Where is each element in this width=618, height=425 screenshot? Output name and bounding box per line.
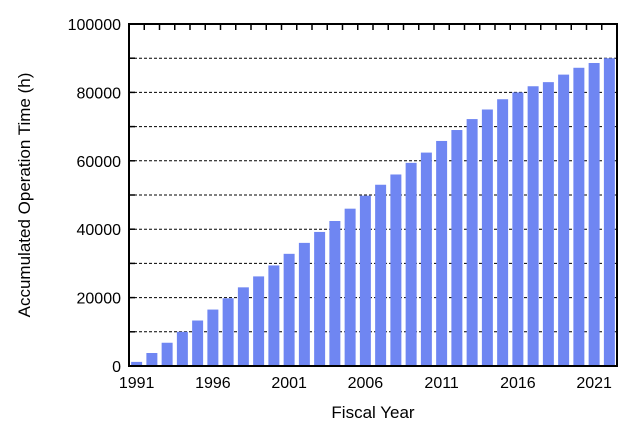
bar-2022	[603, 58, 615, 366]
bar-2002	[298, 242, 310, 366]
bar-1996	[207, 309, 219, 366]
bar-2001	[283, 253, 295, 366]
bar-1992	[146, 353, 158, 366]
x-tick-label: 1991	[119, 375, 155, 392]
bars	[131, 58, 615, 367]
x-axis-title: Fiscal Year	[331, 403, 414, 422]
y-tick-label: 80000	[77, 85, 122, 102]
bar-2005	[344, 208, 356, 366]
bar-2021	[588, 62, 600, 366]
y-tick-label: 40000	[77, 222, 122, 239]
bar-2018	[542, 82, 554, 366]
bar-2007	[375, 184, 387, 366]
bar-1999	[253, 276, 265, 366]
bar-1995	[192, 320, 204, 366]
y-tick-label: 100000	[68, 17, 121, 34]
x-tick-labels: 1991 1996 2001 2006 2011 2016 2021	[119, 375, 612, 392]
y-tick-label: 60000	[77, 154, 122, 171]
bar-2004	[329, 220, 341, 366]
y-tick-label: 0	[112, 359, 121, 376]
y-tick-label: 20000	[77, 291, 122, 308]
plot-frame	[128, 23, 618, 367]
bar-2017	[527, 86, 539, 366]
bar-1993	[161, 342, 173, 366]
bar-2020	[573, 67, 585, 366]
bar-2016	[512, 92, 524, 367]
bar-2000	[268, 265, 280, 366]
bar-2010	[420, 152, 432, 366]
bar-1991	[131, 361, 143, 366]
x-tick-label: 2011	[424, 375, 459, 392]
bar-1998	[237, 287, 249, 366]
bar-2011	[436, 140, 448, 366]
x-tick-label: 2001	[271, 375, 307, 392]
y-axis-title: Accumulated Operation Time (h)	[15, 73, 34, 318]
bar-2009	[405, 162, 417, 366]
bar-2019	[558, 74, 570, 366]
bar-2003	[314, 231, 326, 366]
bar-2008	[390, 174, 402, 366]
x-tick-label: 2006	[348, 375, 384, 392]
bar-1994	[176, 331, 188, 366]
x-tick-label: 2021	[576, 375, 612, 392]
bar-2012	[451, 130, 463, 366]
bar-1997	[222, 298, 234, 366]
bar-2014	[481, 109, 493, 366]
x-tick-label: 1996	[195, 375, 231, 392]
bar-2013	[466, 119, 478, 367]
y-tick-labels: 0 20000 40000 60000 80000 100000	[68, 17, 121, 376]
x-tick-label: 2016	[500, 375, 536, 392]
bar-2015	[497, 99, 509, 367]
bar-2006	[359, 195, 371, 366]
